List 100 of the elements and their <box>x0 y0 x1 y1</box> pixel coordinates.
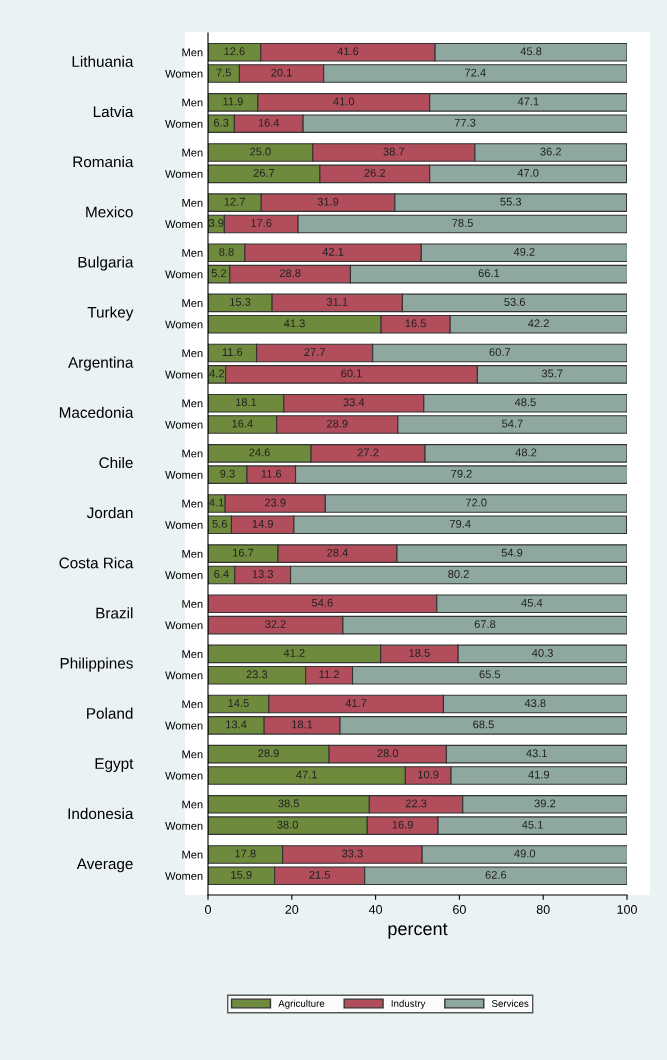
data-label: 60.7 <box>489 348 511 357</box>
data-label: 45.8 <box>520 47 542 56</box>
y-tick-label: Men <box>182 399 203 408</box>
data-label: 38.0 <box>277 820 298 829</box>
data-label: 45.1 <box>521 820 543 829</box>
data-label: 60.1 <box>341 369 362 378</box>
data-label: 10.9 <box>418 770 439 779</box>
data-label: 68.5 <box>473 720 494 729</box>
data-label: 23.3 <box>246 670 268 679</box>
text: Bulgaria <box>78 256 134 271</box>
text: Costa Rica <box>59 557 134 569</box>
data-label: 47.0 <box>517 168 539 177</box>
data-label: 62.6 <box>485 870 507 879</box>
data-label: 13.3 <box>252 570 273 578</box>
text: Average <box>76 858 133 873</box>
x-axis-title: percent <box>388 923 448 939</box>
data-label: 8.8 <box>219 247 234 256</box>
y-tick-label: Men <box>182 98 203 107</box>
y-tick-label: Women <box>165 872 203 880</box>
y-tick-label: Women <box>165 120 203 128</box>
x-tick-label: 80 <box>536 905 550 914</box>
data-label: 21.5 <box>309 870 331 879</box>
data-label: 32.2 <box>265 620 286 629</box>
y-tick-label: Men <box>182 750 203 759</box>
data-label: 49.0 <box>514 849 536 858</box>
legend-label: Industry <box>391 999 426 1009</box>
data-label: 28.8 <box>279 269 301 278</box>
data-label: 40.3 <box>532 649 553 657</box>
data-label: 31.1 <box>326 298 348 306</box>
data-label: 22.3 <box>405 799 427 808</box>
data-label: 48.5 <box>514 398 536 407</box>
text: Argentina <box>68 356 134 371</box>
text: Mexico <box>86 206 133 218</box>
y-tick-label: Men <box>182 800 203 809</box>
data-label: 15.9 <box>231 870 252 879</box>
x-tick-label: 100 <box>617 905 637 914</box>
y-tick-label: Men <box>182 550 203 558</box>
data-label: 79.4 <box>450 519 471 528</box>
data-label: 20.1 <box>271 68 292 77</box>
y-tick-label: Men <box>182 148 203 157</box>
y-tick-label: Women <box>165 621 203 630</box>
data-label: 41.3 <box>283 319 305 328</box>
x-tick-label: 20 <box>285 905 299 914</box>
data-label: 43.1 <box>526 749 547 758</box>
text: Jordan <box>86 507 133 519</box>
data-label: 6.4 <box>214 570 229 578</box>
data-label: 33.3 <box>341 849 363 858</box>
data-label: 49.2 <box>513 247 535 256</box>
data-label: 38.7 <box>383 147 405 156</box>
data-label: 17.6 <box>251 219 272 227</box>
data-label: 18.1 <box>292 720 313 729</box>
data-label: 35.7 <box>541 369 563 378</box>
data-label: 54.7 <box>502 419 523 428</box>
text: Turkey <box>87 306 134 321</box>
text: Chile <box>99 456 133 469</box>
data-label: 4.1 <box>209 498 224 507</box>
data-label: 9.3 <box>220 469 235 478</box>
data-label: 42.1 <box>322 247 344 256</box>
data-label: 66.1 <box>478 269 500 278</box>
data-label: 47.1 <box>296 770 317 779</box>
text: Macedonia <box>59 406 134 418</box>
data-label: 6.3 <box>214 118 229 127</box>
data-label: 11.6 <box>261 469 282 478</box>
y-tick-label: Women <box>165 721 203 730</box>
text: Egypt <box>95 758 134 772</box>
data-label: 78.5 <box>452 219 473 227</box>
y-tick-label: Women <box>165 771 203 780</box>
data-label: 53.6 <box>504 298 526 306</box>
y-tick-label: Women <box>165 370 203 379</box>
data-label: 33.4 <box>343 398 365 407</box>
y-tick-label: Men <box>182 850 203 859</box>
data-label: 26.7 <box>253 168 275 177</box>
text: Lithuania <box>72 55 134 67</box>
y-tick-label: Men <box>182 600 203 608</box>
text: Poland <box>87 707 133 719</box>
data-label: 24.6 <box>249 448 270 457</box>
y-tick-label: Men <box>182 299 203 308</box>
data-label: 80.2 <box>448 570 469 578</box>
data-label: 23.9 <box>265 498 286 507</box>
data-label: 79.2 <box>451 469 472 478</box>
data-label: 41.2 <box>283 649 305 657</box>
y-tick-label: Men <box>182 700 203 709</box>
legend-label: Services <box>491 999 529 1007</box>
data-label: 41.6 <box>337 47 359 56</box>
data-label: 27.2 <box>357 448 379 457</box>
data-label: 42.2 <box>528 319 549 328</box>
data-label: 15.3 <box>230 298 251 306</box>
legend-label: Agriculture <box>278 999 325 1009</box>
y-tick-label: Women <box>165 471 203 479</box>
data-label: 47.1 <box>517 97 539 106</box>
data-label: 13.4 <box>226 720 247 729</box>
data-label: 12.7 <box>224 197 245 206</box>
data-label: 14.5 <box>228 699 249 708</box>
data-label: 17.8 <box>235 849 256 858</box>
y-tick-label: Women <box>165 69 203 78</box>
y-tick-label: Men <box>182 199 203 207</box>
data-label: 16.5 <box>405 319 426 328</box>
data-label: 41.0 <box>333 97 355 106</box>
y-tick-label: Men <box>182 249 203 257</box>
text: Brazil <box>96 607 133 619</box>
